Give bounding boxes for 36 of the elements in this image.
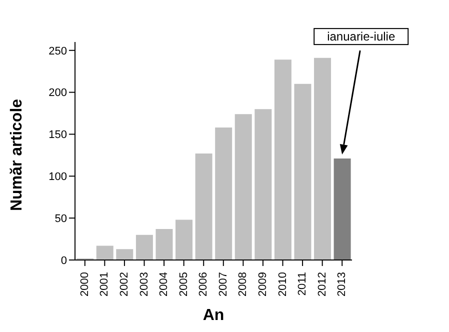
bar (234, 114, 252, 260)
bar (96, 246, 114, 260)
y-tick-label: 50 (54, 212, 67, 225)
x-tick-label: 2003 (138, 272, 150, 296)
bar (176, 220, 193, 260)
bar (254, 109, 272, 260)
x-tick-label: 2000 (78, 272, 91, 296)
x-tick-label: 2002 (118, 272, 130, 296)
y-tick-label: 250 (48, 45, 67, 58)
annotation: ianuarie-iulie (327, 30, 396, 44)
bar (334, 158, 351, 260)
x-tick-label: 2009 (256, 272, 269, 296)
x-axis-title: An (202, 307, 224, 324)
y-tick-label: 100 (48, 171, 67, 184)
bar (215, 128, 232, 260)
x-tick-label: 2011 (296, 272, 309, 296)
x-tick-label: 2006 (198, 272, 210, 296)
y-tick-label: 150 (48, 129, 67, 142)
y-axis-title: Număr articole (8, 98, 26, 211)
bar (274, 60, 292, 260)
x-tick-label: 2013 (336, 272, 348, 296)
x-tick-label: 2005 (178, 272, 190, 296)
bar (294, 84, 312, 260)
x-tick-label: 2001 (98, 272, 111, 296)
x-tick-label: 2008 (237, 272, 250, 296)
bar (136, 234, 153, 260)
bar (116, 249, 134, 260)
x-tick-label: 2007 (217, 272, 230, 296)
bar (156, 228, 173, 260)
bar (314, 58, 332, 260)
y-tick-label: 0 (60, 254, 67, 267)
bar (195, 154, 212, 260)
x-tick-label: 2010 (276, 272, 289, 296)
x-tick-label: 2004 (158, 272, 170, 296)
x-tick-label: 2012 (316, 272, 328, 296)
y-tick-label: 200 (48, 87, 67, 100)
